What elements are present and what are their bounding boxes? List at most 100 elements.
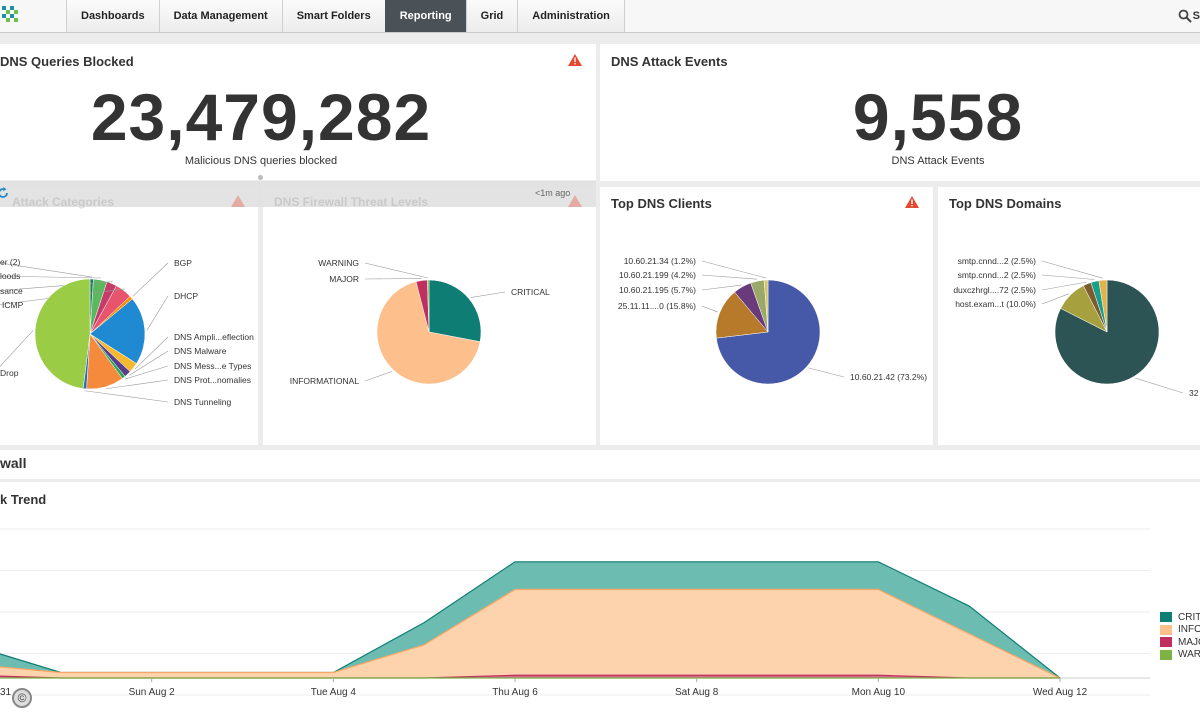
attack-categories-chart: er (2) loods sance ICMP BGP DHCP DNS Ampli...e… xyxy=(0,257,254,407)
area-series-majo[interactable] xyxy=(0,675,1060,678)
pie-slice[interactable] xyxy=(34,278,91,389)
pie-slice[interactable] xyxy=(1054,279,1160,385)
tab-reporting[interactable]: Reporting xyxy=(384,0,466,32)
pie-label: loods xyxy=(0,271,20,281)
pie-slice[interactable] xyxy=(715,291,769,339)
refresh-icon[interactable] xyxy=(0,187,9,199)
queries-blocked-value: 23,479,282 xyxy=(90,80,432,154)
pie-label: DNS Mess...e Types xyxy=(174,361,251,371)
leader-line xyxy=(364,262,429,279)
leader-line xyxy=(701,260,767,279)
leader-line xyxy=(808,367,845,378)
top-nav-bar: Dashboards Data Management Smart Folders… xyxy=(0,0,1200,33)
tab-administration[interactable]: Administration xyxy=(517,0,625,32)
top-domains-chart: 32 host.exam...t (10.0%) duxczhrgl....72 (… xyxy=(953,256,1199,398)
leader-line xyxy=(0,281,113,291)
pie-label: 10.60.21.195 (5.7%) xyxy=(619,285,696,295)
pie-slice[interactable] xyxy=(89,298,146,364)
pie-label: Drop xyxy=(0,368,19,378)
pie-slice[interactable] xyxy=(376,281,481,385)
attack-events-title: DNS Attack Events xyxy=(611,54,728,69)
legend-item-informational[interactable]: INFO xyxy=(1160,624,1200,637)
trend-legend: CRIT INFO MAJO WAR xyxy=(1160,611,1200,661)
pie-label: er (2) xyxy=(0,257,20,267)
pie-label: 10.60.21.199 (4.2%) xyxy=(619,270,696,280)
leader-line xyxy=(128,350,169,376)
pie-label: smtp.cnnd...2 (2.5%) xyxy=(958,270,1037,280)
pie-label: ICMP xyxy=(2,300,24,310)
area-series-crit[interactable] xyxy=(0,561,1060,678)
tab-dashboards[interactable]: Dashboards xyxy=(66,0,159,32)
pie-label: CRITICAL xyxy=(511,287,550,297)
leader-line xyxy=(0,275,101,279)
queries-blocked-panel: DNS Queries Blocked 23,479,282 Malicious… xyxy=(0,44,596,180)
threat-levels-ghost-title: DNS Firewall Threat Levels xyxy=(274,195,429,209)
warning-icon[interactable] xyxy=(568,54,582,66)
search-label: S xyxy=(1192,10,1200,22)
threat-levels-chart: CRITICAL INFORMATIONAL MAJOR WARNING xyxy=(290,258,550,386)
pie-label: WARNING xyxy=(318,258,359,268)
attack-events-panel: DNS Attack Events 9,558 DNS Attack Event… xyxy=(600,44,1200,181)
top-clients-panel: Top DNS Clients 10.60.21.42 (73.2%) 25.11… xyxy=(600,187,933,445)
trend-title: k Trend xyxy=(0,492,47,507)
legend-label: CRIT xyxy=(1178,611,1200,623)
copyright-icon: © xyxy=(12,688,32,708)
leader-line xyxy=(105,379,169,390)
attack-categories-panel: er (2) loods sance ICMP BGP DHCP DNS Ampli...e… xyxy=(0,187,258,445)
tab-smart-folders[interactable]: Smart Folders xyxy=(281,0,385,32)
leader-line xyxy=(84,390,169,403)
pie-slice[interactable] xyxy=(428,279,482,343)
leader-line xyxy=(701,274,757,280)
legend-item-critical[interactable]: CRIT xyxy=(1160,611,1200,624)
x-tick-label: Wed Aug 12 xyxy=(1033,687,1088,698)
top-clients-warning-icon[interactable] xyxy=(905,196,919,208)
pie-slice[interactable] xyxy=(427,279,430,333)
pie-label: 32 xyxy=(1189,388,1199,398)
legend-item-major[interactable]: MAJO xyxy=(1160,636,1200,649)
x-tick-label: Sat Aug 8 xyxy=(675,687,719,698)
area-series-info[interactable] xyxy=(0,589,1060,678)
pie-label: DHCP xyxy=(174,291,198,301)
pie-label: INFORMATIONAL xyxy=(290,376,360,386)
attack-events-caption: DNS Attack Events xyxy=(891,155,985,167)
leader-line xyxy=(146,295,169,331)
ghost-warning-icon-right xyxy=(568,195,582,207)
queries-blocked-title: DNS Queries Blocked xyxy=(0,54,134,69)
leader-line xyxy=(0,262,92,278)
pie-label: 10.60.21.34 (1.2%) xyxy=(624,256,696,266)
pie-label: DNS Malware xyxy=(174,346,227,356)
x-tick-label: Tue Aug 4 xyxy=(311,687,357,698)
leader-line xyxy=(134,336,169,370)
ghost-warning-icon-left xyxy=(231,195,245,207)
infoblox-logo-icon xyxy=(2,6,18,22)
pie-label: DNS Ampli...eflection xyxy=(174,332,254,342)
legend-label: MAJO xyxy=(1178,636,1200,648)
legend-item-warning[interactable]: WAR xyxy=(1160,649,1200,662)
leader-line xyxy=(1041,260,1103,279)
leader-line xyxy=(1135,377,1184,394)
firewall-section-title: wall xyxy=(0,455,27,471)
top-clients-title: Top DNS Clients xyxy=(611,196,712,211)
leader-line xyxy=(1041,293,1069,305)
scroll-dot xyxy=(258,175,263,180)
leader-line xyxy=(470,291,506,298)
leader-line xyxy=(364,371,393,382)
pie-label: 25.11.11....0 (15.8%) xyxy=(618,301,696,311)
leader-line xyxy=(701,305,718,313)
x-tick-label: Thu Aug 6 xyxy=(492,687,538,698)
last-updated-time: <1m ago xyxy=(535,188,571,198)
tab-data-management[interactable]: Data Management xyxy=(158,0,282,32)
main-tabs: Dashboards Data Management Smart Folders… xyxy=(66,0,625,33)
pie-label: sance xyxy=(0,286,23,296)
pie-label: duxczhrgl....72 (2.5%) xyxy=(953,285,1036,295)
leader-line xyxy=(701,284,742,291)
pie-slice[interactable] xyxy=(763,279,769,333)
tab-grid[interactable]: Grid xyxy=(465,0,518,32)
pie-label: DNS Prot...nomalies xyxy=(174,375,251,385)
area-series-line xyxy=(0,588,1061,679)
pie-label: MAJOR xyxy=(329,274,359,284)
refresh-overlay-bar: Attack Categories DNS Firewall Threat Le… xyxy=(0,181,596,209)
pie-slice[interactable] xyxy=(1098,279,1108,333)
search-button[interactable]: S xyxy=(1178,9,1200,23)
leader-line xyxy=(1041,281,1087,291)
